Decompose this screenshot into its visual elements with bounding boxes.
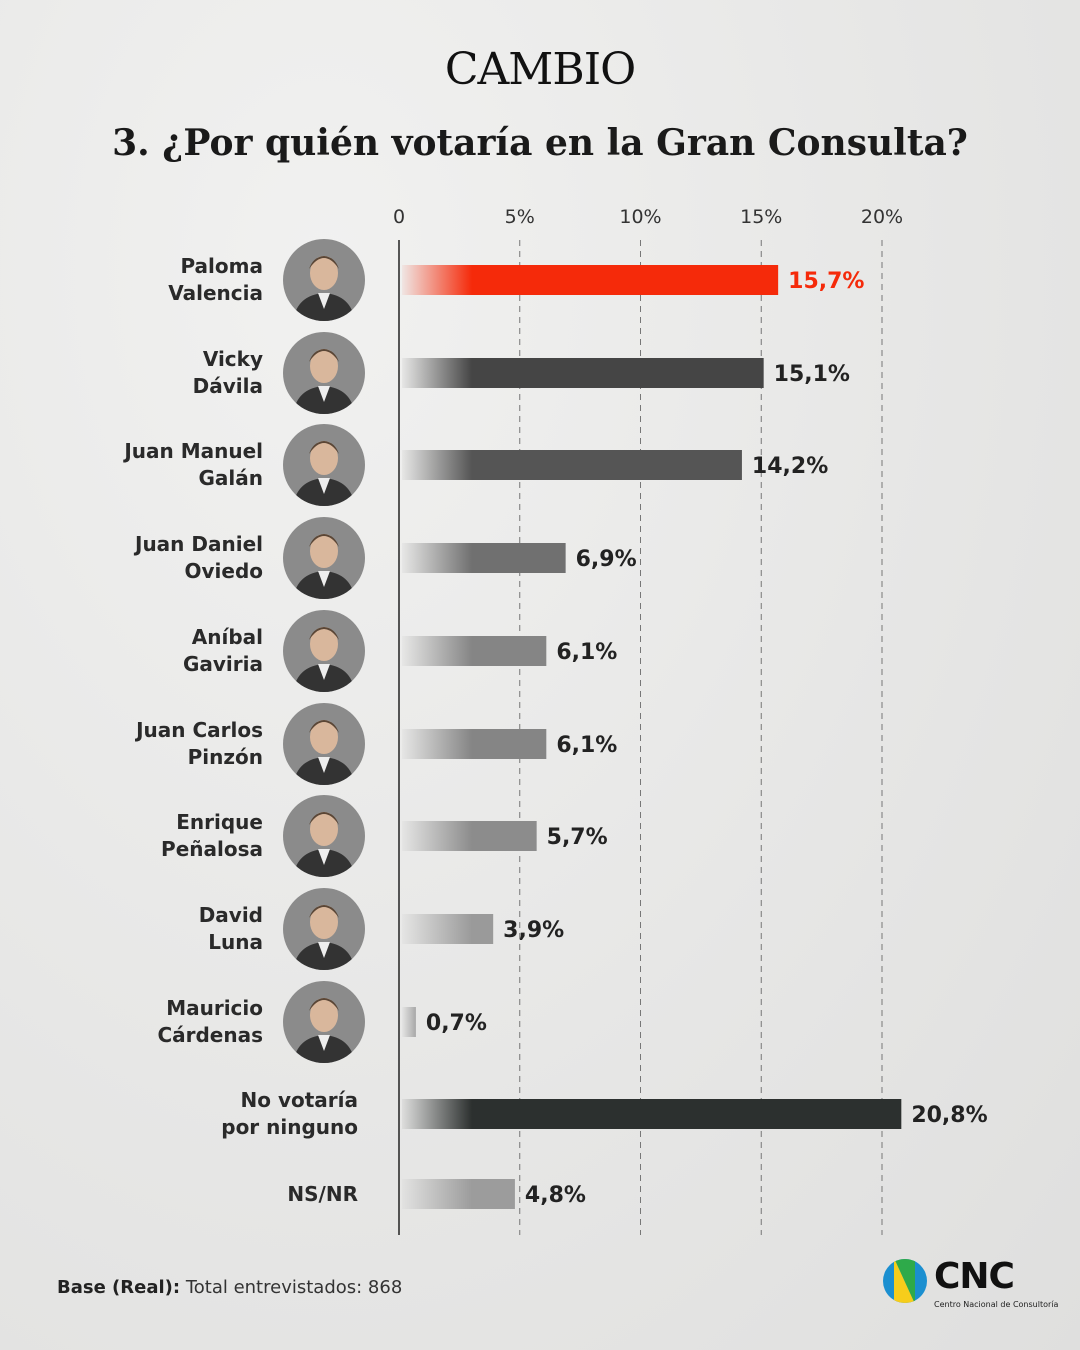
base-text: Total entrevistados: 868 [180,1277,403,1298]
value-label: 0,7% [426,1011,487,1036]
candidate-photo [283,981,365,1063]
value-label: 15,1% [774,362,850,387]
candidate-photo [283,424,365,506]
bar [402,914,494,944]
category-label: Enrique Peñalosa [23,809,263,863]
bar [402,821,537,851]
category-label-line: Cárdenas [157,1023,263,1047]
category-label-line: Peñalosa [161,837,263,861]
value-label: 14,2% [752,454,828,479]
bar [402,450,742,480]
value-label: 20,8% [911,1103,987,1128]
x-tick-label: 20% [861,206,903,228]
candidate-photo [283,795,365,877]
value-label: 3,9% [503,918,564,943]
category-label-line: por ninguno [221,1115,358,1139]
base-label: Base (Real): [57,1277,181,1298]
category-label-line: Pinzón [187,745,263,769]
category-label-line: Galán [198,466,263,490]
category-label-line: Paloma [180,254,263,278]
category-label-line: Dávila [192,374,263,398]
bar [402,636,547,666]
category-label: Aníbal Gaviria [23,624,263,678]
brand-logo: CAMBIO [444,44,636,95]
value-label: 6,1% [556,733,617,758]
x-tick-label: 5% [505,206,535,228]
candidate-photo [283,610,365,692]
cnc-subtitle: Centro Nacional de Consultoría [934,1300,1059,1309]
category-label-line: Juan Manuel [124,439,263,463]
x-tick-label: 10% [619,206,661,228]
value-label: 4,8% [525,1183,586,1208]
category-label: No votaría por ninguno [118,1087,358,1141]
category-label-line: Juan Carlos [136,718,263,742]
category-label-line: No votaría [240,1088,359,1112]
cnc-text: CNC [934,1256,1015,1297]
category-label: Vicky Dávila [23,346,263,400]
category-label-line: Mauricio [166,996,263,1020]
cnc-emblem-icon [883,1259,927,1303]
value-label: 15,7% [788,269,864,294]
bar [402,265,779,295]
bar [402,1099,902,1129]
cnc-logo: CNC Centro Nacional de Consultoría [882,1258,1058,1310]
bar [402,543,566,573]
candidate-photo [283,703,365,785]
value-label: 5,7% [547,825,608,850]
category-label-line: Gaviria [182,652,263,676]
category-label: David Luna [23,902,263,956]
candidate-photo [283,517,365,599]
category-label-line: Luna [208,930,263,954]
category-label-line: Aníbal [191,625,263,649]
category-label-line: Juan Daniel [135,532,263,556]
bar [402,729,547,759]
category-label-line: David [198,903,263,927]
category-label-line: Oviedo [184,559,263,583]
candidate-photo [283,332,365,414]
x-tick-label: 0 [393,206,405,228]
category-label-line: Vicky [202,347,263,371]
x-tick-label: 15% [740,206,782,228]
category-label: Paloma Valencia [23,253,263,307]
candidate-photo [283,239,365,321]
category-label: NS/NR [118,1181,358,1208]
bar [402,1179,515,1209]
category-label: Juan Daniel Oviedo [23,531,263,585]
category-label-line: NS/NR [287,1181,358,1206]
bar [402,358,764,388]
value-label: 6,1% [556,640,617,665]
category-label-line: Valencia [168,281,263,305]
category-label: Mauricio Cárdenas [23,995,263,1049]
candidate-photo [283,888,365,970]
category-label: Juan Carlos Pinzón [23,717,263,771]
category-label-line: Enrique [176,810,263,834]
chart-title: 3. ¿Por quién votaría en la Gran Consult… [112,122,968,164]
bar [402,1007,416,1037]
value-label: 6,9% [576,547,637,572]
footer-base: Base (Real): Total entrevistados: 868 [57,1277,402,1298]
category-label: Juan Manuel Galán [23,438,263,492]
